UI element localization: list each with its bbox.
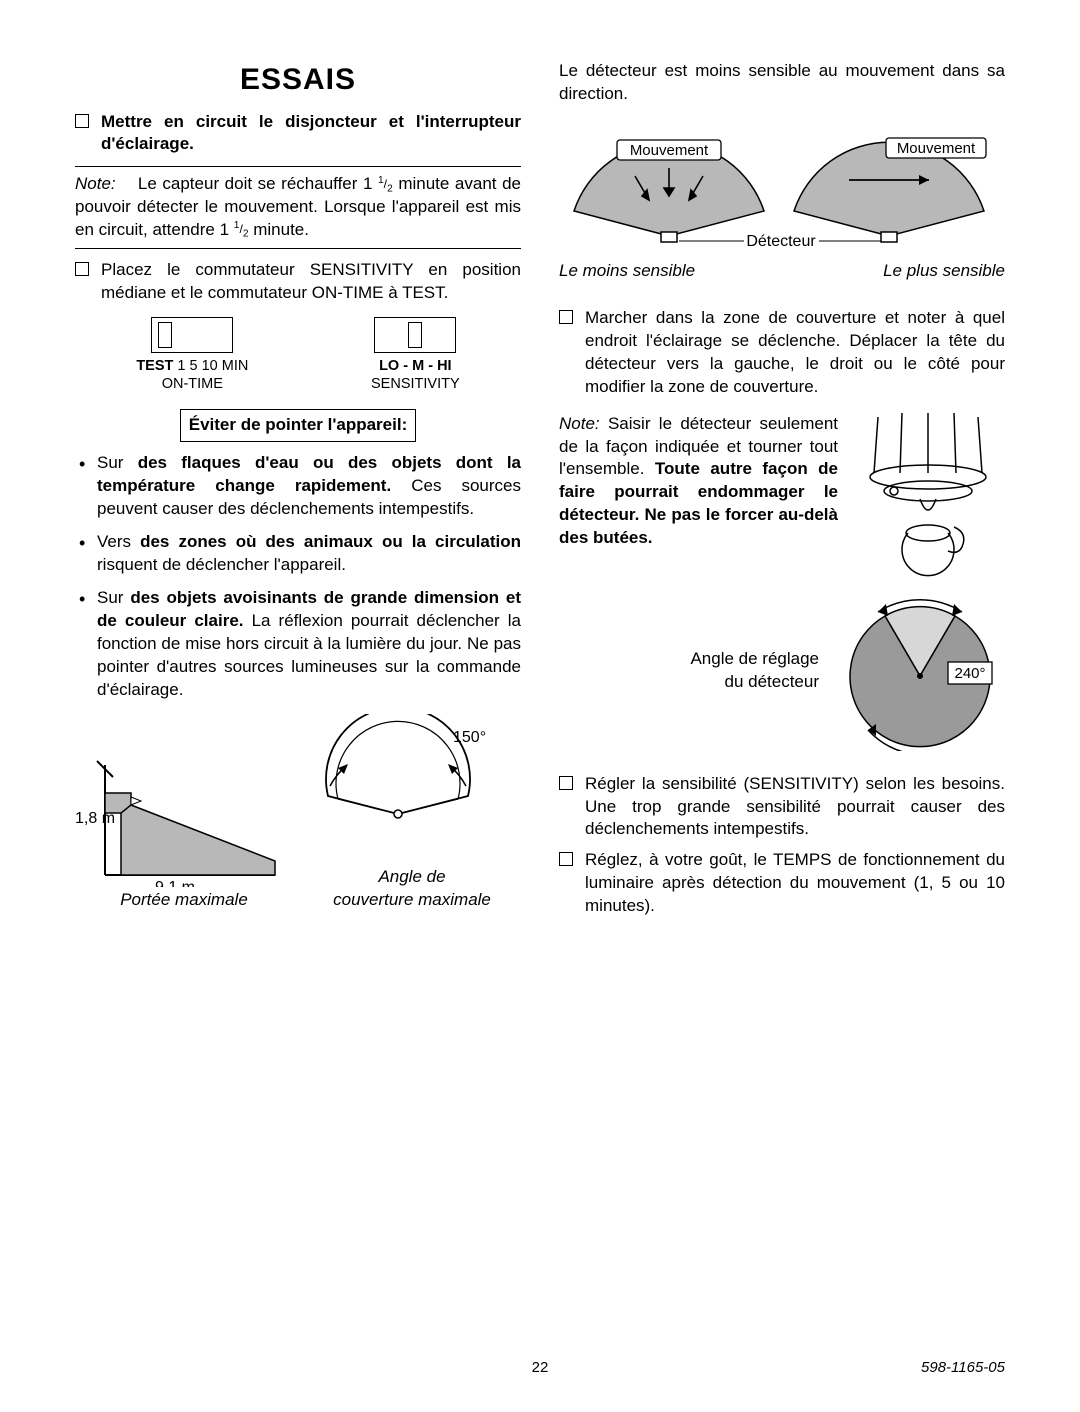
svg-text:Mouvement: Mouvement bbox=[897, 140, 976, 157]
note-text-3: minute. bbox=[249, 220, 309, 239]
check-item-2: Placez le commutateur SENSITIVITY en pos… bbox=[75, 259, 521, 305]
check-item-sens: Régler la sensibilité (SENSITIVITY) selo… bbox=[559, 773, 1005, 842]
sensitivity-figure: Mouvement Mouvement Détecteur bbox=[559, 116, 999, 256]
b2-bold: des zones où des animaux ou la circulati… bbox=[140, 532, 521, 551]
note-text-1: Le capteur doit se réchauffer 1 bbox=[138, 174, 378, 193]
left-column: ESSAIS Mettre en circuit le disjoncteur … bbox=[75, 60, 521, 926]
sw1-l1r: 1 5 10 MIN bbox=[173, 358, 248, 374]
checkbox-icon bbox=[559, 310, 573, 324]
note2-label: Note: bbox=[559, 414, 600, 433]
list-item: Vers des zones où des animaux ou la circ… bbox=[75, 531, 521, 577]
check-sens-text: Régler la sensibilité (SENSITIVITY) selo… bbox=[585, 773, 1005, 842]
switch-handle-icon bbox=[408, 322, 422, 348]
checkbox-icon bbox=[75, 114, 89, 128]
check-item-1: Mettre en circuit le disjoncteur et l'in… bbox=[75, 111, 521, 157]
less-sensitive: Le moins sensible bbox=[559, 260, 695, 283]
fig-cap-range: Portée maximale bbox=[75, 889, 293, 912]
avoid-heading: Éviter de pointer l'appareil: bbox=[180, 409, 417, 442]
doc-number: 598-1165-05 bbox=[695, 1358, 1005, 1378]
check2-text: Placez le commutateur SENSITIVITY en pos… bbox=[101, 259, 521, 305]
max-range-figure: 1,8 m 9,1 m Portée maximale bbox=[75, 757, 293, 912]
note2-wrap: Note: Saisir le détecteur seulement de l… bbox=[559, 413, 1005, 583]
switch-figure-row: TEST 1 5 10 MIN ON-TIME LO - M - HI SENSIT… bbox=[75, 317, 521, 393]
avoid-list: Sur des flaques d'eau ou des objets dont… bbox=[75, 452, 521, 701]
right-column: Le détecteur est moins sensible au mouve… bbox=[559, 60, 1005, 926]
fraction-1: 1/2 bbox=[378, 177, 393, 191]
on-time-switch: TEST 1 5 10 MIN ON-TIME bbox=[136, 317, 248, 393]
angle-240-icon: 240° bbox=[835, 591, 1005, 751]
note-block: Note: Le capteur doit se réchauffer 1 1/… bbox=[75, 166, 521, 249]
angle-figure: Angle de réglagedu détecteur bbox=[559, 591, 1005, 751]
fig-cap-angle: Angle decouverture maximale bbox=[303, 866, 521, 912]
width-label: 9,1 m bbox=[155, 879, 195, 887]
sw2-l2: SENSITIVITY bbox=[371, 376, 460, 392]
sw2-l1: LO - M - HI bbox=[379, 358, 452, 374]
check-item-walk: Marcher dans la zone de couverture et no… bbox=[559, 307, 1005, 399]
note2-text: Note: Saisir le détecteur seulement de l… bbox=[559, 413, 838, 551]
list-item: Sur des objets avoisinants de grande dim… bbox=[75, 587, 521, 702]
checkbox-icon bbox=[559, 776, 573, 790]
sensitivity-caption: Le moins sensible Le plus sensible bbox=[559, 260, 1005, 283]
page-title: ESSAIS bbox=[75, 60, 521, 101]
page-number: 22 bbox=[385, 1358, 695, 1378]
b1-prefix: Sur bbox=[97, 453, 138, 472]
angle-150: 150° bbox=[453, 729, 486, 746]
list-item: Sur des flaques d'eau ou des objets dont… bbox=[75, 452, 521, 521]
range-figures: 1,8 m 9,1 m Portée maximale bbox=[75, 714, 521, 912]
note-label: Note: bbox=[75, 174, 116, 193]
checkbox-icon bbox=[559, 852, 573, 866]
check-time-text: Réglez, à votre goût, le TEMPS de foncti… bbox=[585, 849, 1005, 918]
sensitivity-switch: LO - M - HI SENSITIVITY bbox=[371, 317, 460, 393]
more-sensitive: Le plus sensible bbox=[883, 260, 1005, 283]
svg-text:Mouvement: Mouvement bbox=[630, 142, 709, 159]
check1-text: Mettre en circuit le disjoncteur et l'in… bbox=[101, 112, 521, 154]
b3-prefix: Sur bbox=[97, 588, 130, 607]
sw1-l1b: TEST bbox=[136, 358, 173, 374]
max-angle-figure: 150° Angle decouverture maximale bbox=[303, 714, 521, 912]
b2-rest: risquent de déclencher l'appareil. bbox=[97, 555, 346, 574]
check-walk-text: Marcher dans la zone de couverture et no… bbox=[585, 307, 1005, 399]
checkbox-icon bbox=[75, 262, 89, 276]
svg-text:240°: 240° bbox=[954, 665, 985, 682]
lamp-icon bbox=[850, 413, 1005, 583]
check-item-time: Réglez, à votre goût, le TEMPS de foncti… bbox=[559, 849, 1005, 918]
svg-text:Détecteur: Détecteur bbox=[746, 233, 816, 250]
intro-text: Le détecteur est moins sensible au mouve… bbox=[559, 60, 1005, 106]
sw1-l2: ON-TIME bbox=[162, 376, 223, 392]
fraction-2: 1/2 bbox=[234, 222, 249, 236]
angle-label: Angle de réglagedu détecteur bbox=[690, 648, 819, 694]
height-label: 1,8 m bbox=[75, 810, 115, 827]
switch-handle-icon bbox=[158, 322, 172, 348]
page-footer: 22 598-1165-05 bbox=[75, 1358, 1005, 1378]
b2-prefix: Vers bbox=[97, 532, 140, 551]
